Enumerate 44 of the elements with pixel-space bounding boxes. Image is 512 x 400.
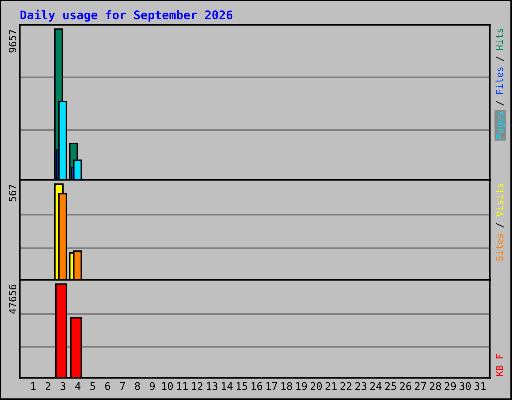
x-tick-label: 6 <box>105 382 110 390</box>
x-tick-label: 3 <box>60 382 66 390</box>
x-tick-label: 14 <box>222 382 233 390</box>
x-tick-label: 28 <box>430 382 442 390</box>
text: Pages <box>496 112 506 139</box>
x-tick-label: 12 <box>192 382 203 390</box>
text: KB F <box>496 354 504 376</box>
text: Sites <box>496 234 504 262</box>
x-tick-label: 25 <box>385 382 396 390</box>
chart-title: Daily usage for September 2026 <box>20 10 233 22</box>
x-tick-label: 17 <box>266 382 278 390</box>
text: / <box>496 101 504 106</box>
x-tick-label: 10 <box>162 382 174 390</box>
x-tick-label: 4 <box>75 382 81 390</box>
x-tick-label: 18 <box>282 382 292 390</box>
x-tick-label: 31 <box>474 382 486 390</box>
text: Hits <box>496 28 504 50</box>
x-tick-label: 30 <box>460 382 472 390</box>
text: / <box>496 223 504 228</box>
x-tick-label: 19 <box>296 382 308 390</box>
x-tick-label: 9 <box>150 382 156 390</box>
text: / <box>496 56 504 62</box>
x-tick-label: 21 <box>326 382 337 390</box>
text: Files <box>496 68 504 94</box>
x-tick-label: 8 <box>135 382 140 390</box>
text: 47656 <box>9 284 17 314</box>
text: Visits <box>496 184 504 217</box>
x-tick-label: 29 <box>445 382 456 390</box>
x-tick-label: 27 <box>415 382 426 390</box>
x-tick-label: 1 <box>32 382 36 390</box>
x-tick-label: 20 <box>310 382 322 390</box>
x-tick-label: 15 <box>236 382 248 390</box>
x-tick-label: 22 <box>340 382 352 390</box>
text: 9657 <box>9 30 17 53</box>
x-tick-label: 13 <box>207 382 218 390</box>
x-tick-label: 2 <box>46 382 51 390</box>
text: 567 <box>9 185 17 202</box>
x-tick-label: 16 <box>252 382 262 390</box>
x-tick-label: 7 <box>120 382 126 390</box>
x-tick-label: 11 <box>177 382 188 390</box>
x-tick-label: 5 <box>90 382 96 390</box>
x-tick-label: 26 <box>400 382 412 390</box>
x-tick-label: 24 <box>370 382 382 390</box>
x-tick-label: 23 <box>356 382 367 390</box>
